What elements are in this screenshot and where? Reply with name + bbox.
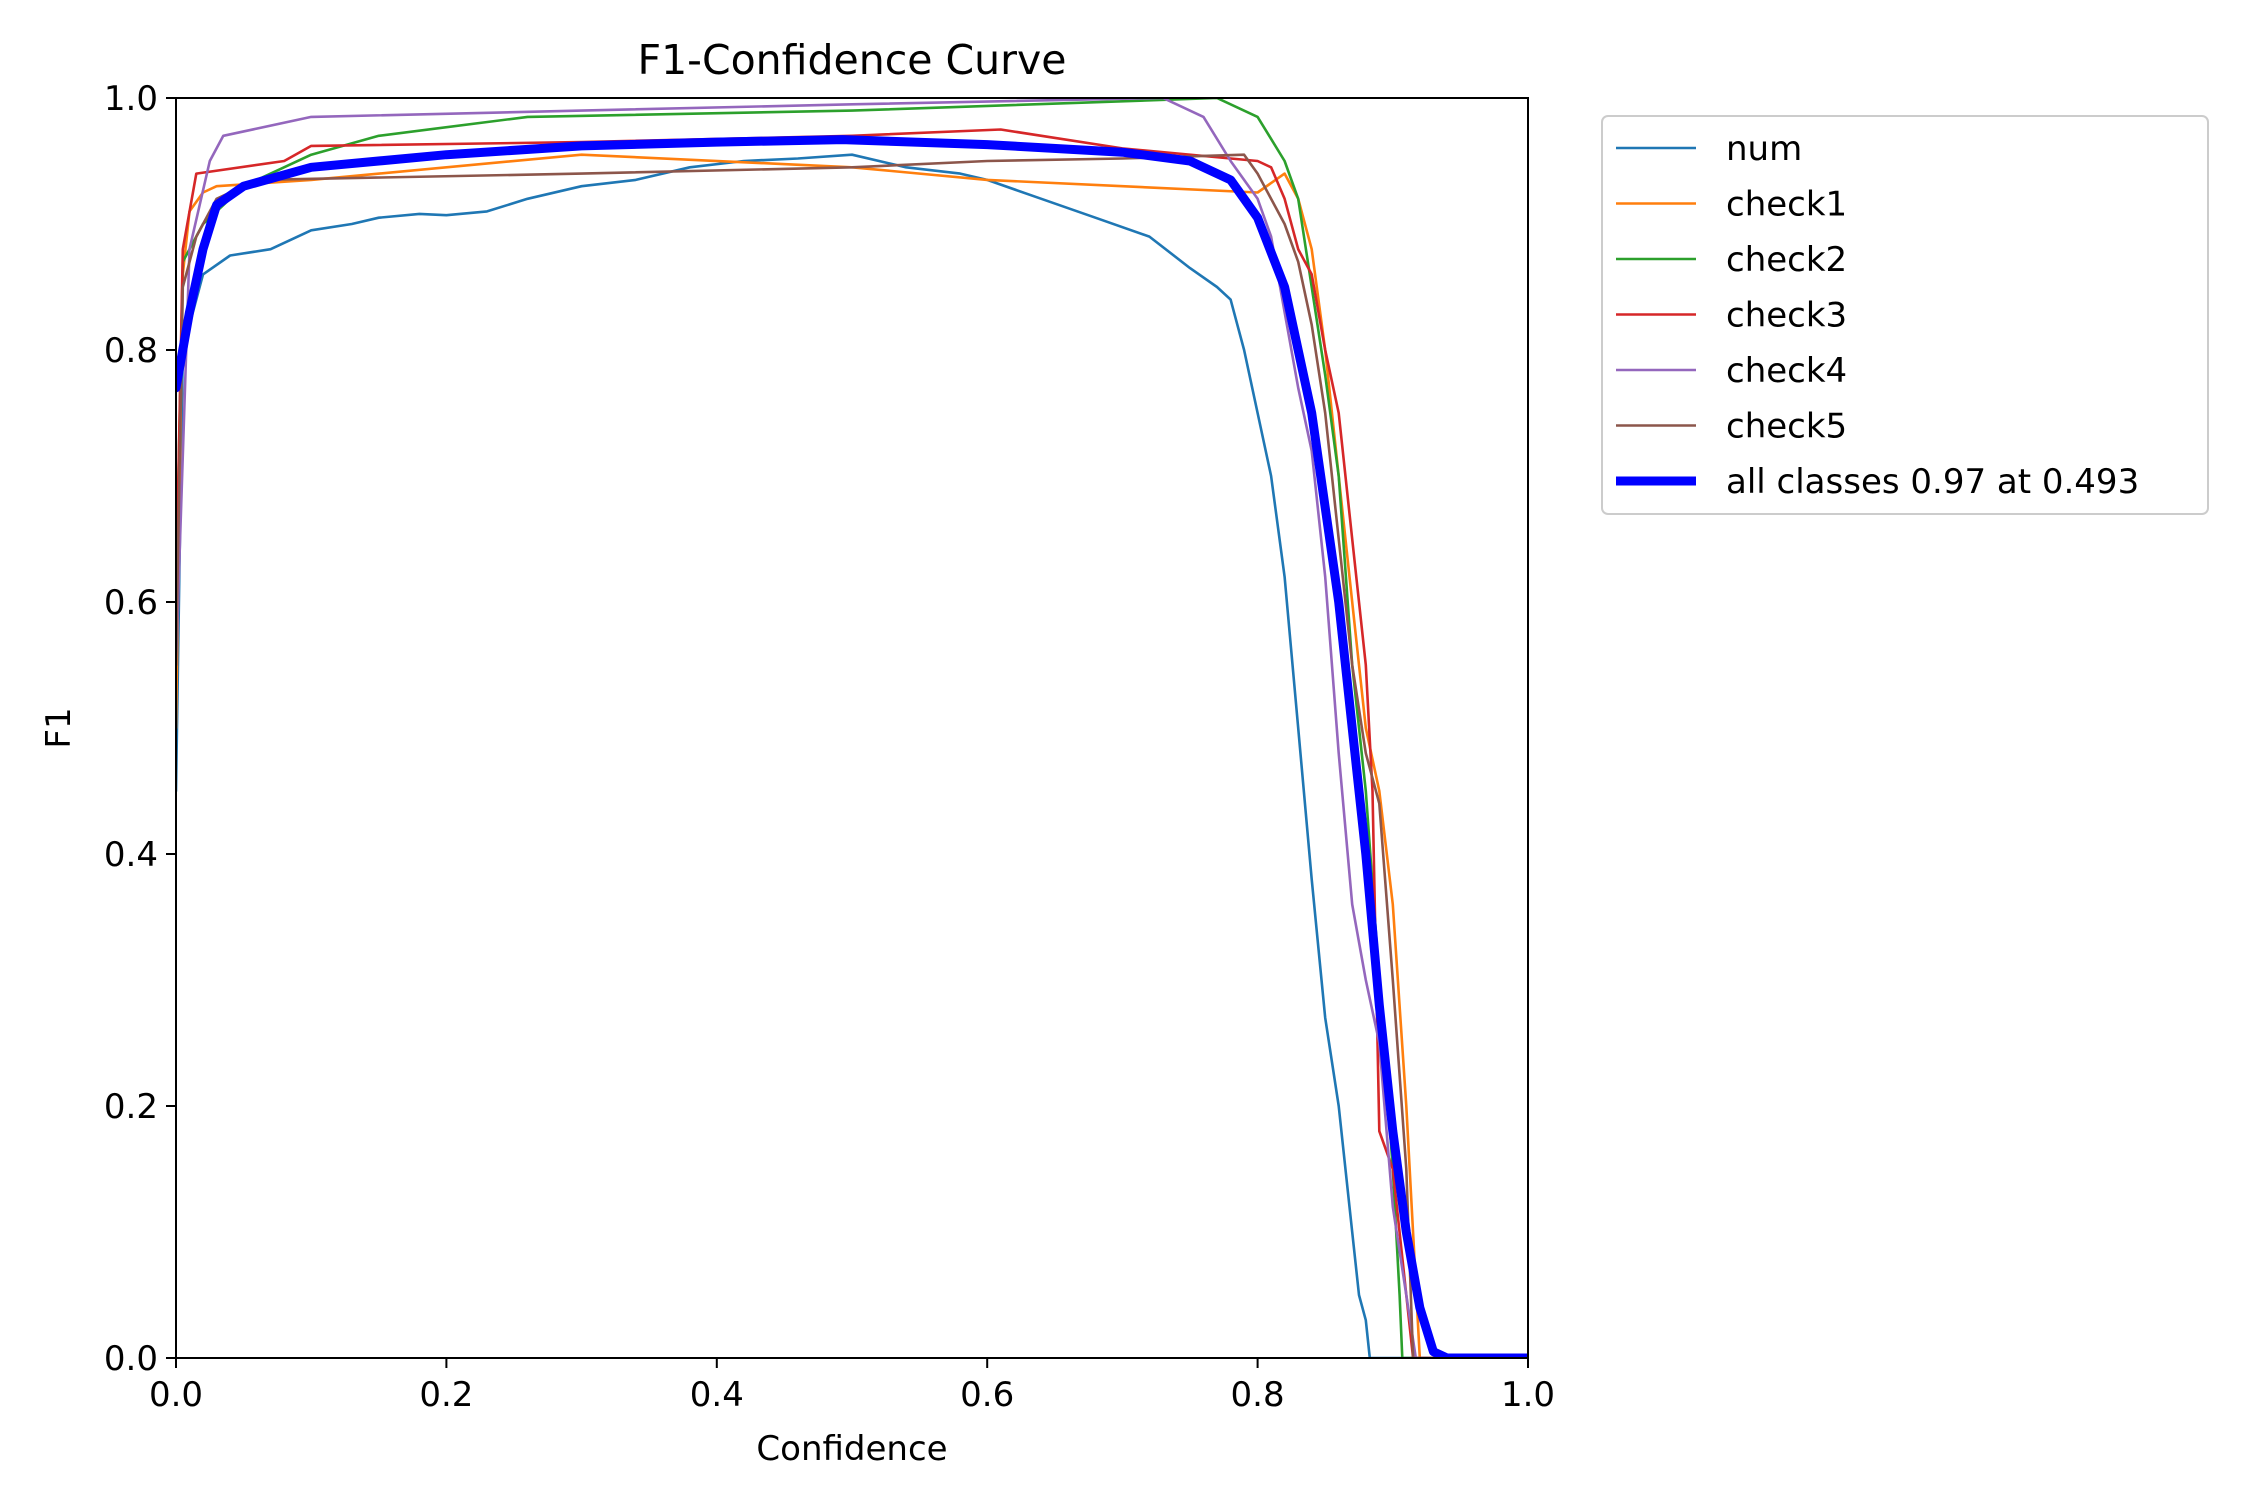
legend-entry: check1 xyxy=(1616,185,1847,225)
legend-entry: check5 xyxy=(1616,407,1847,447)
legend-entry: check4 xyxy=(1616,351,1847,391)
series-line-check3 xyxy=(176,128,1528,1358)
x-tick-label: 0.2 xyxy=(419,1375,473,1415)
legend: num check1 check2 check3 check4 check5 all cla… xyxy=(1601,115,2209,515)
legend-label: check4 xyxy=(1726,351,1847,391)
legend-items: num check1 check2 check3 check4 check5 all cla… xyxy=(1616,129,2139,502)
series-line-num xyxy=(176,153,1528,1358)
x-axis-label: Confidence xyxy=(756,1429,947,1469)
y-tick-label: 0.4 xyxy=(104,835,158,875)
legend-box xyxy=(1601,115,2209,515)
series-layer xyxy=(176,98,1528,1358)
legend-label: num xyxy=(1726,129,1802,169)
legend-label: check2 xyxy=(1726,240,1847,280)
legend-entry: check3 xyxy=(1616,296,1847,336)
x-tick-label: 0.4 xyxy=(690,1375,744,1415)
series-line-all-classes-0-97-at-0-493 xyxy=(176,135,1528,1358)
legend-label: check1 xyxy=(1726,185,1847,225)
x-tick-label: 1.0 xyxy=(1501,1375,1555,1415)
legend-entry: all classes 0.97 at 0.493 xyxy=(1616,462,2139,502)
y-axis-ticks: 0.0 0.2 0.4 0.6 0.8 1.0 xyxy=(104,79,176,1379)
chart-title: F1-Confidence Curve xyxy=(638,36,1067,84)
legend-entry: check2 xyxy=(1616,240,1847,280)
y-tick-label: 0.0 xyxy=(104,1339,158,1379)
series-line-check1 xyxy=(176,153,1528,1358)
y-axis-label: F1 xyxy=(39,707,79,748)
x-tick-label: 0.0 xyxy=(149,1375,203,1415)
legend-label: all classes 0.97 at 0.493 xyxy=(1726,462,2139,502)
legend-label: check5 xyxy=(1726,407,1847,447)
y-tick-label: 0.2 xyxy=(104,1087,158,1127)
x-tick-label: 0.6 xyxy=(960,1375,1014,1415)
x-tick-label: 0.8 xyxy=(1231,1375,1285,1415)
y-tick-label: 0.8 xyxy=(104,331,158,371)
legend-label: check3 xyxy=(1726,296,1847,336)
y-tick-label: 0.6 xyxy=(104,583,158,623)
y-tick-label: 1.0 xyxy=(104,79,158,119)
plot-frame xyxy=(175,97,1529,1359)
legend-entry: num xyxy=(1616,129,1802,169)
x-axis-ticks: 0.0 0.2 0.4 0.6 0.8 1.0 xyxy=(149,1358,1555,1415)
